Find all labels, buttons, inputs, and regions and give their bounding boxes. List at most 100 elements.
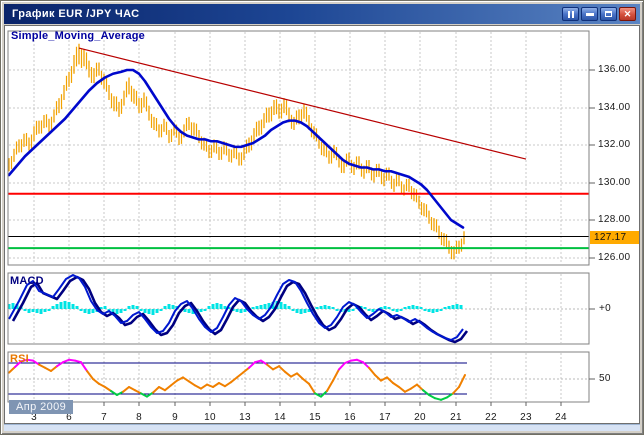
rsi-segment: [230, 376, 238, 384]
rsi-segment: [128, 386, 136, 392]
rsi-segment: [260, 359, 268, 366]
indicator-label-sma: Simple_Moving_Average: [11, 30, 146, 42]
rsi-segment: [122, 386, 130, 393]
pause-button[interactable]: [562, 7, 579, 21]
rsi-segment: [110, 390, 118, 396]
rsi-segment: [356, 358, 364, 364]
rsi-segment: [98, 382, 106, 388]
rsi-segment: [20, 358, 28, 363]
rsi-segment: [14, 360, 22, 368]
rsi-segment: [86, 370, 94, 380]
chart-area[interactable]: Simple_Moving_Average MACD RSI 136.00 134…: [4, 25, 640, 424]
rsi-segment: [212, 382, 220, 388]
rsi-segment: [80, 361, 88, 372]
rsi-segment: [92, 378, 100, 385]
rsi-segment: [416, 383, 424, 392]
rsi-segment: [278, 365, 286, 373]
rsi-segment: [344, 359, 352, 364]
period-label: Апр 2009: [9, 400, 74, 414]
time-axis-label: 10: [204, 412, 216, 423]
time-axis-label: 9: [172, 412, 178, 423]
restore-icon: [601, 8, 616, 20]
close-icon: ✕: [623, 8, 632, 19]
rsi-segment: [326, 379, 334, 392]
rsi-segment: [152, 386, 160, 394]
time-axis-label: 16: [344, 412, 356, 423]
rsi-segment: [284, 370, 292, 378]
rsi-segment: [368, 366, 376, 376]
rsi-segment: [398, 386, 406, 393]
rsi-segment: [272, 365, 280, 371]
rsi-segment: [44, 366, 52, 372]
time-axis-label: 8: [136, 412, 142, 423]
rsi-segment: [422, 389, 430, 396]
rsi-segment: [194, 384, 202, 390]
rsi-segment: [50, 365, 58, 372]
sma-line: [7, 68, 465, 229]
time-axis-label: 22: [485, 412, 497, 423]
macd-zero-label: +0: [599, 303, 612, 314]
current-price-tag: 127.17: [590, 231, 639, 244]
rsi-segment: [62, 358, 70, 364]
rsi-segment: [350, 358, 358, 362]
rsi-segment: [116, 390, 124, 396]
rsi-segment: [248, 361, 256, 369]
rsi-segment: [302, 378, 310, 385]
rsi-segment: [242, 366, 250, 374]
time-axis-label: 7: [101, 412, 107, 423]
rsi-segment: [380, 376, 388, 382]
rsi-segment: [254, 359, 262, 364]
window-bottom-strip: [4, 424, 640, 431]
price-axis-label: 126.00: [598, 252, 631, 263]
rsi-segment: [236, 371, 244, 379]
rsi-segment: [200, 383, 208, 390]
time-axis-label: 13: [239, 412, 251, 423]
minimize-button[interactable]: [581, 7, 598, 21]
rsi-segment: [8, 366, 16, 374]
rsi-segment: [392, 382, 400, 388]
minimize-icon: [582, 8, 597, 20]
main-pane-border: [7, 30, 590, 266]
price-axis-label: 132.00: [598, 139, 631, 150]
rsi-segment: [68, 358, 76, 362]
rsi-segment: [446, 392, 454, 399]
rsi-segment: [164, 384, 172, 392]
rsi-segment: [182, 376, 190, 383]
time-axis-label: 17: [379, 412, 391, 423]
price-axis-label: 130.00: [598, 177, 631, 188]
time-axis-label: 3: [31, 412, 37, 423]
rsi-pane-border: [7, 351, 590, 403]
main-pane: [8, 31, 589, 265]
rsi-segment: [134, 389, 142, 395]
rsi-segment: [266, 363, 274, 371]
time-axis-label: 24: [555, 412, 567, 423]
rsi-segment: [404, 387, 412, 393]
rsi-segment: [362, 361, 370, 369]
time-axis-label: 23: [520, 412, 532, 423]
time-axis-label: 14: [274, 412, 286, 423]
time-axis-label: 20: [414, 412, 426, 423]
close-button[interactable]: ✕: [619, 7, 636, 21]
rsi-segment: [308, 382, 316, 395]
rsi-segment: [410, 383, 418, 390]
rsi-segment: [296, 372, 304, 380]
rsi-segment: [140, 392, 148, 398]
rsi-segment: [146, 391, 154, 398]
rsi-segment: [458, 374, 466, 388]
chart-canvas: [7, 30, 595, 406]
rsi-segment: [188, 380, 196, 387]
window-title: График EUR /JPY ЧАС: [12, 8, 140, 20]
pause-icon: [563, 8, 578, 20]
rsi-segment: [104, 386, 112, 392]
time-axis-label: 21: [450, 412, 462, 423]
restore-button[interactable]: [600, 7, 617, 21]
rsi-segment: [428, 394, 436, 400]
window-titlebar[interactable]: График EUR /JPY ЧАС ✕: [4, 4, 640, 24]
rsi-segment: [38, 363, 46, 369]
rsi-segment: [170, 379, 178, 387]
rsi-segment: [74, 359, 82, 364]
rsi-segment: [26, 358, 34, 362]
rsi-segment: [320, 390, 328, 398]
rsi-segment: [158, 386, 166, 392]
